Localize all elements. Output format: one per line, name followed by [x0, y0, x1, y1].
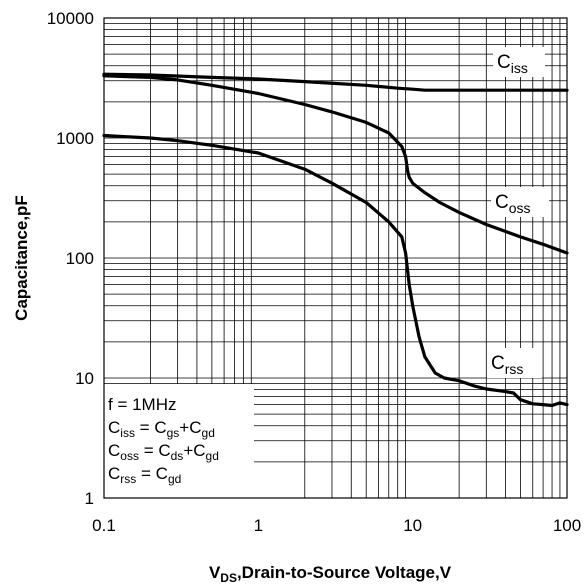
curve-label-ciss: Ciss	[497, 52, 528, 76]
x-tick-label: 100	[553, 516, 581, 535]
legend-note: Crss = Cgd	[108, 464, 181, 486]
series-group	[102, 72, 569, 408]
x-tick-label: 1	[254, 516, 263, 535]
curve-label-bg	[487, 348, 542, 378]
legend-note: Coss = Cds+Cgd	[108, 441, 219, 463]
curve-labels: Ciss Coss Crss	[487, 47, 549, 378]
curve-label-coss: Coss	[495, 192, 531, 216]
series-line-ciss	[102, 72, 569, 92]
plot-frame	[103, 17, 568, 499]
x-axis-title-main: V	[209, 563, 221, 582]
y-tick-label: 100	[66, 249, 94, 268]
y-tick-label: 1	[85, 489, 94, 508]
series-line-crss	[102, 133, 569, 408]
curve-label-crss: Crss	[491, 353, 523, 377]
y-tick-label: 10	[75, 369, 94, 388]
legend-note: f = 1MHz	[108, 395, 177, 414]
y-axis-title: Capacitance,pF	[12, 195, 31, 321]
y-tick-label: 10000	[47, 9, 94, 28]
y-tick-labels: 1 10 100 1000 10000	[47, 9, 94, 508]
curve-label-bg	[493, 47, 545, 77]
legend-note: Ciss = Cgs+Cgd	[108, 418, 215, 440]
legend-box	[104, 384, 254, 498]
series-line-coss	[102, 74, 569, 255]
x-tick-label: 0.1	[92, 516, 116, 535]
x-axis-title: VDS,Drain-to-Source Voltage,V	[209, 563, 452, 585]
grid	[104, 18, 567, 498]
x-axis-title-sub: DS	[220, 571, 237, 585]
curve-label-bg	[491, 187, 549, 217]
x-axis-title-rest: ,Drain-to-Source Voltage,V	[237, 563, 452, 582]
x-tick-labels: 0.1 1 10 100	[92, 516, 581, 535]
y-tick-label: 1000	[56, 129, 94, 148]
x-tick-label: 10	[403, 516, 422, 535]
